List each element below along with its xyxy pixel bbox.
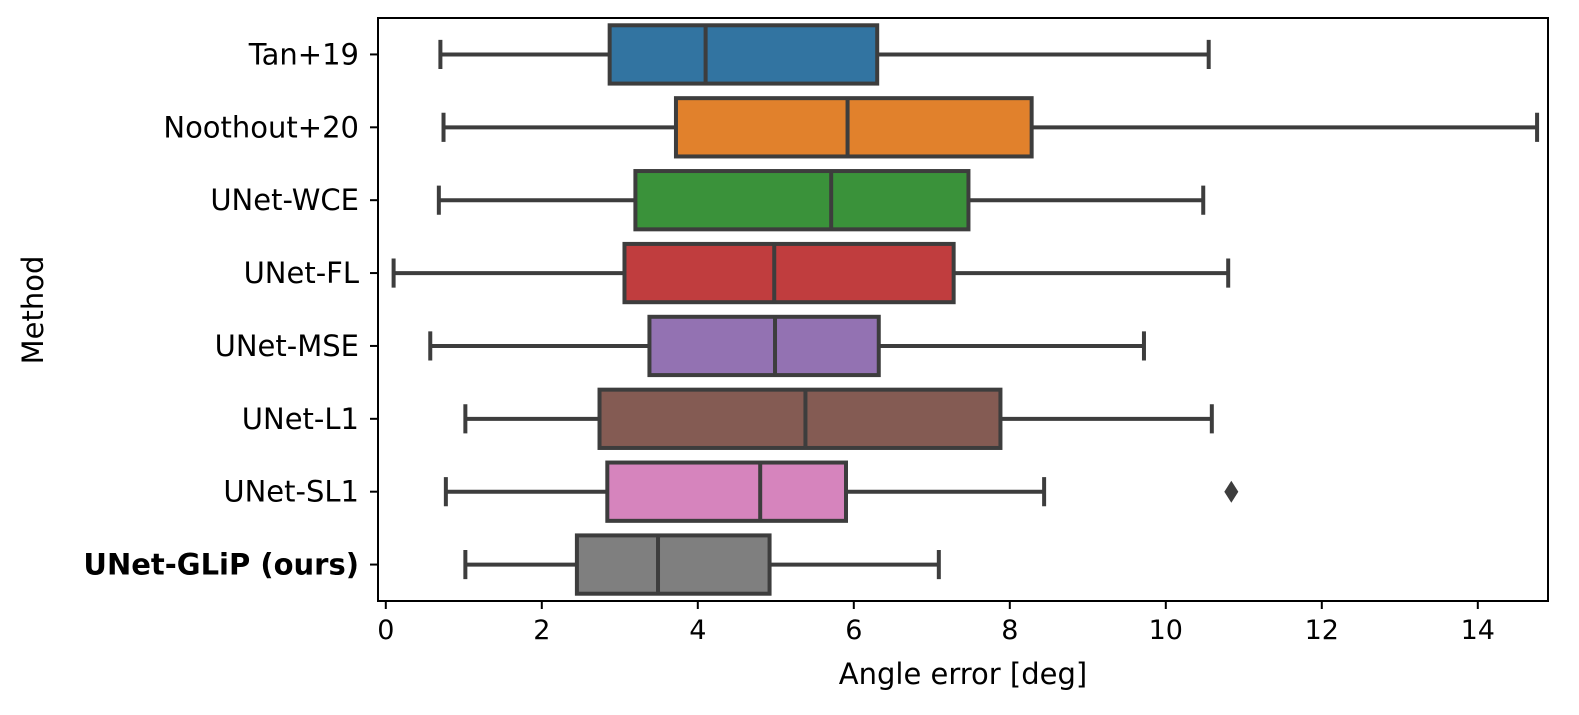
box-4-group — [428, 314, 1146, 378]
x-tick-label-2: 4 — [689, 615, 706, 646]
box-6-group — [443, 460, 1239, 523]
x-tick-label-0: 0 — [377, 615, 394, 646]
category-label-3: UNet-FL — [244, 256, 359, 290]
box-1-iqr — [673, 96, 1034, 159]
category-label-2: UNet-WCE — [210, 183, 359, 217]
box-3-group — [391, 241, 1231, 305]
box-0-iqr — [607, 23, 880, 86]
box-3-iqr — [622, 241, 956, 305]
box-6-iqr — [605, 460, 848, 523]
x-axis-label: Angle error [deg] — [839, 657, 1087, 691]
box-1-group — [441, 96, 1540, 159]
x-tick-label-7: 14 — [1461, 615, 1495, 646]
x-tick-label-3: 6 — [845, 615, 862, 646]
category-label-1: Noothout+20 — [163, 110, 359, 144]
x-axis-ticks: 0 2 4 6 8 10 12 14 — [377, 601, 1495, 646]
x-tick-label-4: 8 — [1001, 615, 1018, 646]
box-0-group — [438, 23, 1211, 86]
box-5-iqr — [597, 387, 1003, 450]
box-7-iqr — [574, 533, 772, 596]
chart-marks — [391, 23, 1540, 596]
box-7-group — [463, 533, 941, 596]
category-label-7: UNet-GLiP (ours) — [83, 548, 359, 582]
category-label-6: UNet-SL1 — [223, 475, 359, 509]
y-axis-categories: Tan+19 Noothout+20 UNet-WCE UNet-FL UNet-MSE… — [83, 37, 378, 582]
x-tick-label-5: 10 — [1149, 615, 1183, 646]
box-6-outlier-0 — [1224, 480, 1239, 503]
y-axis-label: Method — [16, 256, 50, 365]
plot-frame — [377, 17, 1549, 602]
x-tick-label-6: 12 — [1305, 615, 1339, 646]
x-tick-label-1: 2 — [533, 615, 550, 646]
box-4-iqr — [647, 314, 881, 378]
box-5-group — [463, 387, 1214, 450]
category-label-4: UNet-MSE — [215, 329, 359, 363]
category-label-5: UNet-L1 — [242, 402, 359, 436]
box-2-iqr — [633, 169, 971, 232]
box-2-group — [436, 169, 1206, 232]
category-label-0: Tan+19 — [248, 37, 359, 71]
